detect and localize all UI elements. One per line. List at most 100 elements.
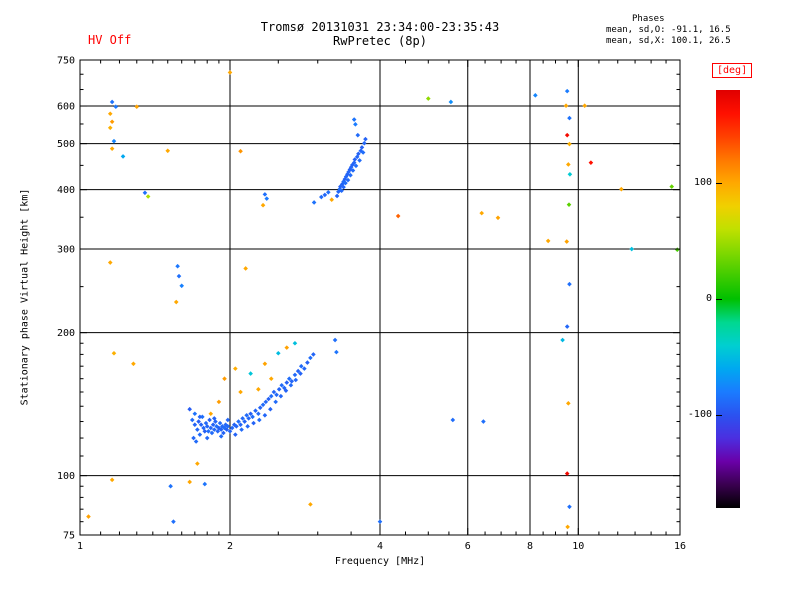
- y-tick-label: 500: [57, 139, 75, 150]
- data-point: [171, 519, 176, 524]
- data-point: [221, 430, 226, 436]
- data-point: [196, 419, 201, 424]
- data-point: [356, 151, 361, 157]
- data-point: [278, 393, 284, 399]
- data-point: [197, 414, 203, 420]
- data-point: [336, 189, 341, 195]
- x-tick-label: 10: [572, 541, 584, 552]
- data-point: [279, 382, 285, 388]
- data-point: [345, 177, 351, 183]
- y-tick-label: 200: [57, 328, 75, 339]
- data-point: [245, 424, 250, 429]
- data-point: [322, 192, 328, 198]
- data-point: [225, 417, 231, 423]
- data-point: [179, 283, 185, 289]
- data-point: [292, 340, 298, 346]
- data-point: [260, 202, 266, 208]
- data-point: [207, 417, 212, 423]
- data-point: [176, 273, 182, 279]
- data-point: [533, 93, 538, 98]
- phase-stats: Phases mean, sd,O: -91.1, 16.5 mean, sd,…: [606, 14, 766, 47]
- data-point: [168, 483, 173, 489]
- data-point: [334, 193, 340, 199]
- data-point: [227, 428, 233, 434]
- x-axis-label: Frequency [MHz]: [334, 556, 426, 567]
- data-point: [567, 141, 572, 147]
- data-point: [395, 213, 401, 219]
- data-point: [339, 181, 345, 187]
- data-point: [111, 138, 117, 144]
- data-point: [319, 194, 324, 200]
- data-point: [242, 419, 247, 424]
- data-point: [669, 184, 675, 189]
- data-point: [268, 406, 273, 412]
- data-point: [481, 419, 486, 424]
- data-point: [284, 345, 290, 350]
- data-point: [192, 422, 198, 428]
- data-point: [120, 154, 126, 159]
- data-point: [257, 405, 263, 411]
- data-point: [271, 389, 277, 395]
- data-point: [292, 372, 298, 378]
- data-point: [215, 428, 221, 434]
- data-point: [295, 368, 301, 374]
- data-point: [208, 425, 214, 431]
- data-point: [214, 424, 219, 429]
- data-point: [361, 140, 367, 146]
- data-point: [239, 427, 244, 432]
- data-point: [564, 132, 570, 138]
- data-point: [107, 125, 113, 131]
- data-point: [338, 184, 343, 189]
- data-point: [202, 428, 208, 434]
- data-point: [244, 412, 249, 418]
- data-point: [111, 350, 117, 356]
- data-point: [256, 411, 261, 417]
- data-point: [288, 382, 294, 388]
- data-point: [281, 385, 287, 391]
- data-point: [187, 406, 192, 412]
- data-point: [189, 417, 195, 423]
- y-tick-label: 400: [57, 185, 75, 196]
- data-point: [209, 430, 215, 436]
- data-point: [145, 194, 151, 199]
- data-point: [425, 96, 431, 101]
- x-tick-label: 16: [674, 541, 686, 552]
- plot-subtitle: RwPretec (8p): [333, 34, 427, 48]
- colorbar-unit-label: [deg]: [712, 63, 753, 78]
- colorbar-tick: [716, 299, 722, 300]
- data-point: [200, 414, 205, 420]
- data-point: [268, 393, 274, 399]
- data-point: [109, 477, 115, 483]
- data-point: [251, 420, 256, 426]
- data-point: [198, 422, 204, 428]
- data-point: [248, 371, 253, 376]
- data-point: [264, 196, 270, 201]
- data-point: [253, 408, 258, 414]
- data-point: [308, 355, 313, 361]
- data-point: [211, 416, 217, 421]
- data-point: [566, 162, 571, 167]
- phase-stats-o-mode: mean, sd,O: -91.1, 16.5: [606, 25, 731, 35]
- data-point: [348, 164, 354, 170]
- data-point: [363, 136, 368, 142]
- data-point: [308, 502, 313, 507]
- data-point: [229, 425, 235, 431]
- data-point: [276, 386, 282, 392]
- data-point: [268, 376, 274, 381]
- data-point: [204, 435, 210, 441]
- data-point: [219, 424, 225, 429]
- data-point: [357, 158, 362, 163]
- data-point: [339, 188, 344, 194]
- data-point: [283, 388, 289, 393]
- data-point: [263, 399, 269, 405]
- data-point: [256, 386, 261, 392]
- data-point: [564, 239, 570, 244]
- data-point: [222, 376, 227, 381]
- data-point: [266, 396, 271, 402]
- data-point: [311, 352, 316, 357]
- data-point: [450, 417, 456, 423]
- colorbar-tick-label: 0: [705, 293, 712, 304]
- data-point: [563, 103, 569, 108]
- data-point: [545, 238, 551, 244]
- data-point: [329, 197, 335, 203]
